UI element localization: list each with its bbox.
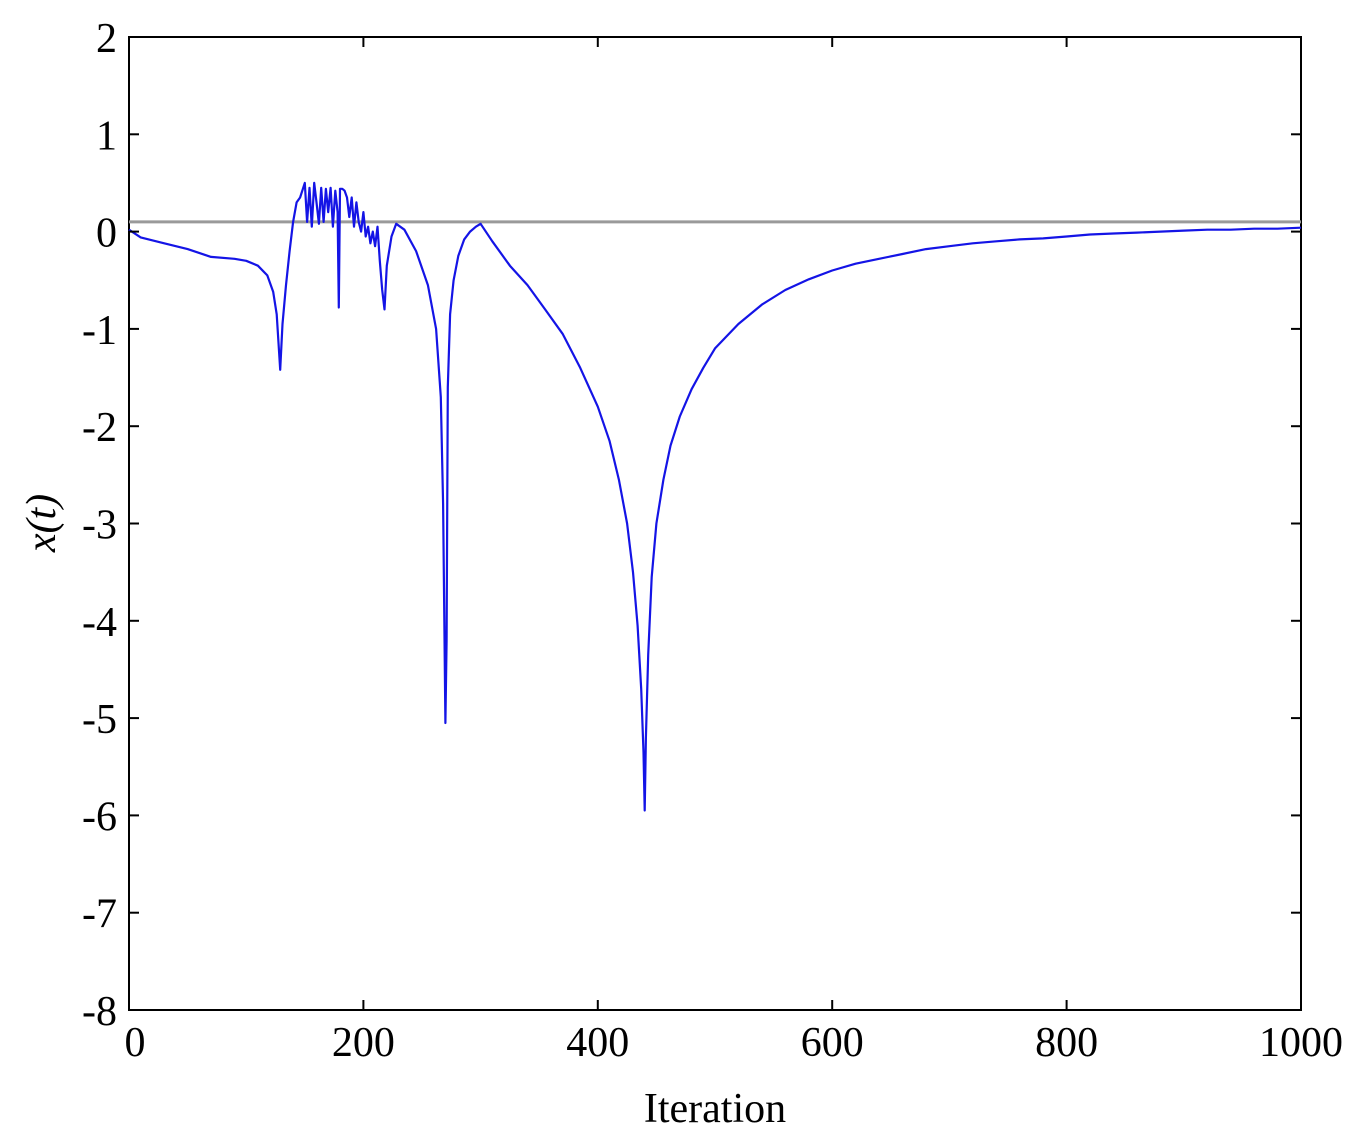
- y-tick-label: -1: [82, 308, 117, 354]
- y-tick-label: -6: [82, 794, 117, 840]
- y-tick-label: 0: [96, 211, 117, 257]
- y-tick-label: 2: [96, 16, 117, 62]
- y-tick-label: -8: [82, 989, 117, 1035]
- x-tick-label: 1000: [1259, 1020, 1343, 1066]
- x-tick-label: 0: [125, 1020, 146, 1066]
- x-axis-label: Iteration: [644, 1086, 786, 1132]
- y-tick-label: -3: [82, 503, 117, 549]
- x-tick-label: 400: [566, 1020, 629, 1066]
- y-axis-label: x(t): [19, 494, 65, 553]
- series-line-0: [128, 181, 1302, 812]
- x-tick-label: 600: [801, 1020, 864, 1066]
- y-tick-label: -7: [82, 892, 117, 938]
- y-tick-label: -5: [82, 697, 117, 743]
- x-tick-label: 200: [332, 1020, 395, 1066]
- x-tick-label: 800: [1035, 1020, 1098, 1066]
- y-tick-label: 1: [96, 113, 117, 159]
- y-tick-label: -2: [82, 405, 117, 451]
- y-tick-label: -4: [82, 600, 117, 646]
